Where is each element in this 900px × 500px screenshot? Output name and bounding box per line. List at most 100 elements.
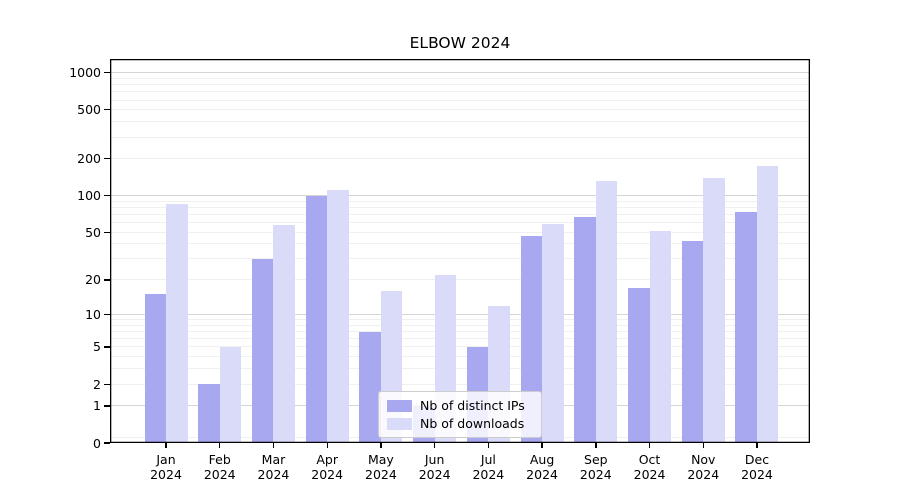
x-tick-label: Apr 2024 [311,452,344,482]
gridline-minor [110,99,810,101]
gridline-minor [110,91,810,93]
gridline-minor [110,279,810,281]
x-tick-mark [219,443,221,448]
x-tick-label: Jun 2024 [418,452,451,482]
bar-distinct-ips-may [359,331,381,443]
y-tick-mark [104,279,110,281]
bar-distinct-ips-mar [251,258,274,443]
x-tick-label: May 2024 [365,452,397,482]
bar-downloads-oct [649,231,672,443]
legend-swatch-distinct-ips [387,399,412,412]
gridline-minor [110,158,810,160]
gridline-major [110,72,810,74]
x-tick-mark [434,443,436,448]
y-tick-label: 2 [93,376,101,392]
gridline-major [110,195,810,197]
x-tick-label: Mar 2024 [257,452,290,482]
y-tick-label: 5 [93,339,101,355]
gridline-minor [110,258,810,260]
x-tick-mark [487,443,490,448]
y-tick-mark [104,383,110,385]
gridline-minor [110,214,810,216]
x-tick-label: Jul 2024 [472,452,505,482]
bar-distinct-ips-sep [574,216,596,443]
gridline-minor [110,331,810,333]
gridline-minor [110,121,810,123]
bar-downloads-dec [756,165,779,443]
y-tick-mark [104,231,110,233]
chart-title: ELBOW 2024 [409,34,511,52]
x-tick-mark [165,443,167,448]
x-tick-mark [648,443,651,448]
gridline-minor [110,356,810,358]
x-tick-mark [595,443,597,448]
y-tick-label: 10 [85,306,101,322]
x-tick-mark [326,443,328,448]
y-tick-label: 0 [93,435,101,451]
gridline-minor [110,346,810,348]
bar-downloads-feb [219,346,242,443]
y-tick-label: 50 [85,224,101,240]
y-tick-mark [104,405,110,407]
bar-downloads-mar [273,225,295,443]
y-tick-mark [104,72,110,74]
y-tick-label: 1000 [69,65,101,81]
gridline-minor [110,77,810,79]
legend-swatch-downloads [387,417,412,430]
bar-distinct-ips-jan [144,294,166,443]
x-tick-label: Sep 2024 [579,452,612,482]
bar-downloads-sep [595,180,618,443]
gridline-minor [110,231,810,233]
gridline-minor [110,200,810,202]
x-tick-label: Oct 2024 [633,452,666,482]
legend: Nb of distinct IPs Nb of downloads [378,391,542,438]
bar-downloads-apr [327,189,349,443]
y-tick-label: 100 [77,188,101,204]
legend-label-distinct-ips: Nb of distinct IPs [420,397,525,413]
bar-downloads-aug [542,224,564,443]
gridline-minor [110,368,810,370]
x-tick-label: Nov 2024 [687,452,720,482]
y-tick-label: 500 [77,102,101,118]
x-tick-label: Feb 2024 [203,452,236,482]
bar-distinct-ips-dec [735,211,757,443]
bar-downloads-jan [166,204,188,443]
y-tick-mark [104,346,110,348]
legend-row-distinct-ips: Nb of distinct IPs [387,397,533,413]
bar-distinct-ips-nov [681,241,704,443]
gridline-minor [110,222,810,224]
bar-distinct-ips-oct [628,288,650,443]
x-tick-mark [702,443,704,448]
bar-distinct-ips-feb [198,384,220,443]
gridline-major [110,313,810,315]
plot-area: Nb of distinct IPs Nb of downloads [110,59,810,443]
gridline-minor [110,206,810,208]
gridline-minor [110,319,810,321]
x-tick-label: Dec 2024 [741,452,773,482]
x-tick-label: Aug 2024 [526,452,558,482]
y-tick-label: 1 [93,398,101,414]
gridline-minor [110,109,810,111]
y-tick-mark [104,442,110,444]
y-tick-mark [104,109,110,111]
y-tick-label: 200 [77,151,101,167]
x-tick-mark [756,443,758,448]
x-tick-mark [541,443,543,448]
y-tick-mark [104,313,110,316]
gridline-minor [110,338,810,340]
gridline-minor [110,383,810,385]
bar-distinct-ips-apr [305,195,328,443]
gridline-minor [110,243,810,245]
x-tick-label: Jan 2024 [150,452,182,482]
legend-label-downloads: Nb of downloads [420,415,525,431]
gridline-minor [110,136,810,138]
gridline-minor [110,84,810,86]
x-tick-mark [272,443,275,448]
legend-row-downloads: Nb of downloads [387,415,533,431]
x-tick-mark [380,443,382,448]
gridline-minor [110,324,810,326]
y-tick-mark [104,158,110,160]
y-tick-mark [104,195,110,197]
y-tick-label: 20 [85,272,101,288]
